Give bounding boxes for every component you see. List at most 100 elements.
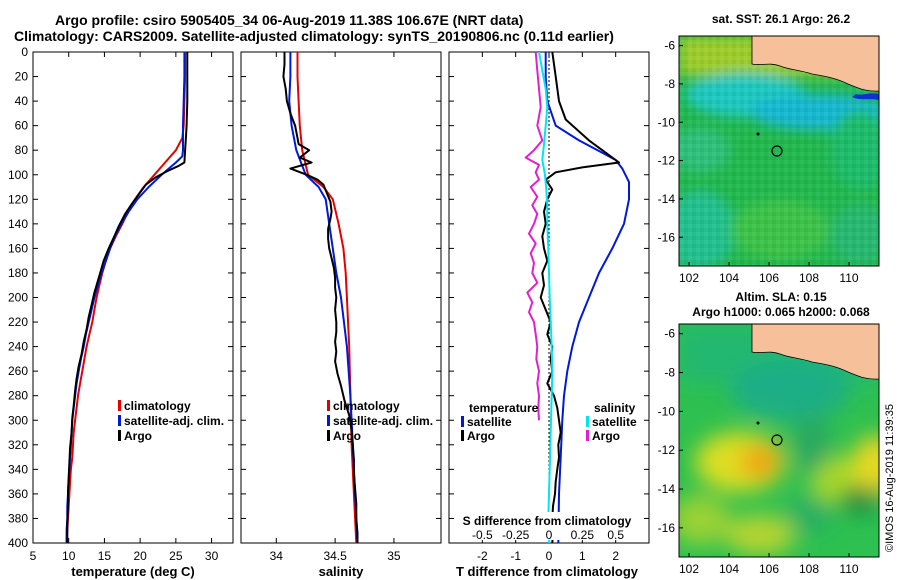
s-difference-tick-label: -0.5 (472, 528, 493, 542)
sla-map-lon-tick-label: 110 (839, 562, 858, 576)
depth-tick-label: 360 (8, 487, 28, 501)
java-coastline (751, 36, 879, 92)
depth-tick-label: 280 (8, 389, 28, 403)
sst-map-lat-tick-label: -6 (664, 39, 675, 53)
sst-map-field (679, 36, 879, 266)
legend-argo-swatch (118, 430, 121, 441)
depth-tick-label: 320 (8, 438, 28, 452)
legend-s-satellite-label: satellite (592, 415, 637, 429)
sla-map-lat-tick-label: -8 (664, 366, 675, 380)
sst-map-lon-tick-label: 110 (839, 271, 858, 285)
legend-t-argo-label: Argo (467, 429, 495, 443)
sla-map-lat-tick-label: -6 (664, 327, 675, 341)
sst-map-lat-tick-label: -12 (658, 154, 676, 168)
legend-climatology-swatch (327, 400, 330, 411)
temperature-tick-label: 5 (30, 549, 37, 563)
temperature-panel: 0 20 40 60 80 100 120 140 160 180 200 220 240 260 280 3… (8, 45, 234, 579)
sla-map-lat-tick-label: -12 (658, 443, 676, 457)
java-coastline (751, 324, 879, 380)
depth-tick-label: 380 (8, 511, 28, 525)
sla-map-lon-tick-label: 106 (759, 562, 779, 576)
s-difference-axis-ticks: -0.5 -0.25 0 0.25 0.5 (472, 528, 624, 542)
sla-map-lon-tick-label: 108 (799, 562, 819, 576)
temperature-tick-label: 15 (98, 549, 112, 563)
s-satellite-line (538, 52, 554, 543)
sst-map-title: sat. SST: 26.1 Argo: 26.2 (711, 12, 851, 26)
salinity-depth-ticks (241, 51, 441, 544)
depth-tick-label: 240 (8, 340, 28, 354)
temperature-tick-label: 30 (205, 549, 219, 563)
temperature-tick-label: 10 (62, 549, 76, 563)
depth-tick-label: 60 (15, 119, 29, 133)
legend-s-satellite-swatch (586, 416, 589, 427)
legend-s-argo-swatch (586, 430, 589, 441)
t-difference-tick-label: 0 (546, 549, 553, 563)
sla-map-lat-tick-label: -10 (658, 404, 676, 418)
legend-climatology-label: climatology (124, 399, 191, 413)
figure-title-line-1: Argo profile: csiro 5905405_34 06-Aug-20… (55, 12, 524, 28)
temperature-axis-label: temperature (deg C) (71, 564, 195, 579)
t-satellite-line (544, 52, 630, 543)
t-difference-tick-label: -1 (510, 549, 521, 563)
t-argo-line (539, 52, 620, 543)
s-difference-tick-label: 0.5 (607, 528, 624, 542)
legend-temperature-title: temperature (469, 401, 539, 415)
difference-panel: -2 -1 0 1 2 T difference from climatology S … (448, 51, 650, 579)
sst-map-lon-tick-label: 106 (759, 271, 779, 285)
climatology-line (65, 52, 187, 543)
argo-line (66, 52, 189, 543)
legend-satellite-label: satellite-adj. clim. (124, 414, 224, 428)
depth-tick-label: 120 (8, 192, 28, 206)
temperature-tick-label: 20 (133, 549, 147, 563)
t-difference-axis-ticks: -2 -1 0 1 2 (477, 52, 619, 563)
sla-map-subtitle: Argo h1000: 0.065 h2000: 0.068 (692, 305, 870, 319)
legend-argo-swatch (327, 430, 330, 441)
t-difference-tick-label: 2 (612, 549, 619, 563)
s-difference-tick-label: 0 (546, 528, 553, 542)
depth-tick-label: 80 (15, 143, 29, 157)
sst-map-lat-tick-label: -10 (658, 115, 676, 129)
salinity-axis-ticks: 34 34.5 35 (270, 52, 401, 563)
t-difference-axis-label: T difference from climatology (456, 564, 639, 579)
sst-map-lat-tick-label: -16 (658, 230, 676, 244)
sla-map-lat-tick-label: -14 (658, 482, 676, 496)
legend-t-argo-swatch (461, 430, 464, 441)
legend-salinity-title: salinity (594, 401, 636, 415)
salinity-tick-label: 34 (270, 549, 284, 563)
depth-tick-label: 300 (8, 413, 28, 427)
depth-tick-label: 220 (8, 315, 28, 329)
s-difference-tick-label: 0.25 (571, 528, 595, 542)
difference-lines (524, 52, 630, 543)
sst-map-lon-tick-label: 108 (799, 271, 819, 285)
temperature-tick-label: 25 (169, 549, 183, 563)
t-difference-tick-label: 1 (579, 549, 586, 563)
sla-map-ticks: 102 104 106 108 110 -6 -8 -10 -12 -14 -16 (658, 327, 859, 576)
depth-tick-label: 260 (8, 364, 28, 378)
sst-map-lon-tick-label: 102 (679, 271, 699, 285)
legend-argo-label: Argo (124, 429, 152, 443)
sla-map-lon-tick-label: 102 (679, 562, 699, 576)
legend-satellite-swatch (118, 415, 121, 426)
s-difference-tick-label: -0.25 (502, 528, 530, 542)
sla-map-lon-tick-label: 104 (719, 562, 739, 576)
t-difference-tick-label: -2 (477, 549, 488, 563)
depth-tick-label: 340 (8, 462, 28, 476)
sla-map-field (679, 324, 879, 557)
salinity-axis-label: salinity (319, 564, 365, 579)
depth-tick-label: 100 (8, 168, 28, 182)
depth-tick-label: 20 (15, 70, 29, 84)
temperature-axis-ticks: 5 10 15 20 25 30 (30, 52, 219, 563)
legend-argo-label: Argo (333, 429, 361, 443)
argo-float-marker (771, 434, 783, 446)
sst-map-lat-tick-label: -8 (664, 77, 675, 91)
sla-map-frame (678, 323, 880, 558)
s-difference-axis-label: S difference from climatology (463, 514, 632, 528)
sla-map-lat-tick-label: -16 (658, 521, 676, 535)
depth-tick-label: 160 (8, 241, 28, 255)
legend-climatology-swatch (118, 400, 121, 411)
legend-s-argo-label: Argo (592, 429, 620, 443)
depth-tick-label: 40 (15, 94, 29, 108)
temperature-legend: climatology satellite-adj. clim. Argo (118, 399, 224, 443)
figure-title-line-2: Climatology: CARS2009. Satellite-adjuste… (14, 28, 614, 44)
